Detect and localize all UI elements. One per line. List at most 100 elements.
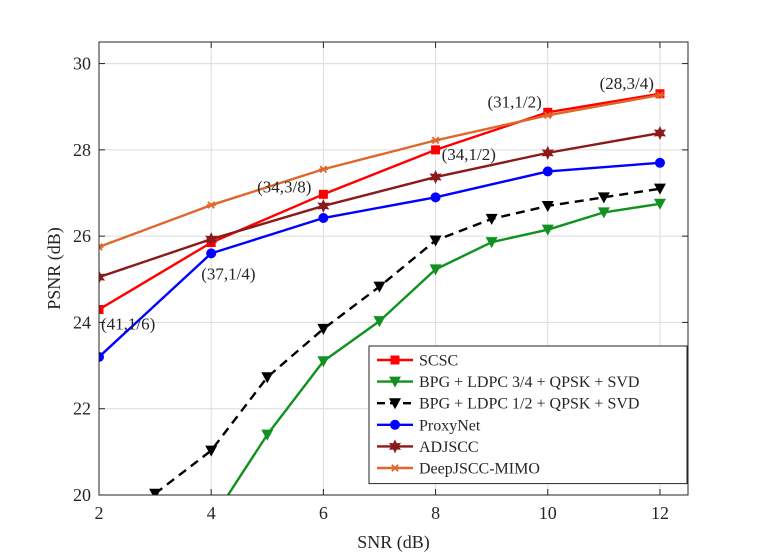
data-point bbox=[597, 192, 610, 204]
plot-frame bbox=[98, 41, 689, 496]
marker-stroke bbox=[99, 245, 103, 251]
data-point bbox=[318, 213, 329, 224]
series-line bbox=[99, 161, 661, 358]
data-point bbox=[429, 264, 442, 276]
data-point bbox=[206, 201, 216, 209]
data-point bbox=[318, 189, 328, 199]
x-tick-label: 4 bbox=[207, 503, 216, 523]
x-tick-label: 6 bbox=[319, 503, 328, 523]
data-point bbox=[655, 91, 665, 99]
data-point bbox=[373, 316, 386, 328]
data-point bbox=[485, 237, 498, 249]
data-point bbox=[542, 166, 553, 177]
legend-entry: ADJSCC bbox=[377, 439, 479, 456]
data-point bbox=[261, 372, 274, 384]
data-point bbox=[541, 224, 554, 236]
data-point bbox=[485, 213, 498, 225]
y-tick-label: 26 bbox=[73, 226, 91, 246]
data-point bbox=[653, 198, 666, 210]
x-tick-label: 12 bbox=[651, 503, 669, 523]
legend-label: DeepJSCC-MIMO bbox=[419, 461, 540, 478]
annotation-label: (31,1/2) bbox=[487, 92, 541, 111]
legend-label: SCSC bbox=[419, 353, 458, 370]
data-point bbox=[373, 281, 386, 293]
legend-marker bbox=[390, 464, 400, 472]
annotation-label: (28,3/4) bbox=[600, 74, 654, 93]
x-tick-label: 10 bbox=[539, 503, 557, 523]
series-3 bbox=[99, 157, 665, 362]
data-point bbox=[318, 165, 328, 174]
data-point bbox=[654, 157, 665, 168]
data-point bbox=[99, 351, 104, 362]
data-point bbox=[653, 126, 667, 141]
data-point bbox=[543, 107, 553, 117]
data-point bbox=[99, 243, 104, 251]
data-point bbox=[317, 323, 330, 335]
legend-entry: BPG + LDPC 1/2 + QPSK + SVD bbox=[377, 396, 639, 413]
data-point bbox=[541, 200, 554, 212]
series-layer bbox=[99, 89, 667, 495]
data-point bbox=[541, 145, 554, 160]
annotation-label: (37,1/4) bbox=[201, 264, 255, 283]
series-line bbox=[154, 187, 661, 495]
data-point bbox=[597, 207, 610, 219]
annotations: (41,1/6) (37,1/4) (34,3/8) (34,1/2) (31,1/2)… bbox=[101, 74, 654, 334]
data-point bbox=[206, 248, 217, 259]
data-point bbox=[429, 235, 442, 247]
data-point bbox=[205, 445, 218, 457]
legend-entry: DeepJSCC-MIMO bbox=[377, 461, 540, 478]
series-line bbox=[99, 131, 661, 279]
annotation-label: (41,1/6) bbox=[101, 314, 155, 333]
legend-label: ProxyNet bbox=[419, 417, 481, 434]
data-point bbox=[317, 198, 330, 213]
data-point bbox=[149, 488, 162, 495]
y-axis-label: PSNR (dB) bbox=[44, 227, 65, 310]
data-point bbox=[655, 89, 665, 99]
data-point bbox=[429, 170, 442, 185]
marker-stroke bbox=[543, 111, 552, 120]
legend-marker bbox=[390, 355, 400, 365]
data-point bbox=[543, 111, 553, 120]
legend: SCSC BPG + LDPC 3/4 + QPSK + SVD BPG + LDP… bbox=[368, 345, 688, 485]
data-point bbox=[431, 145, 441, 155]
marker-stroke bbox=[656, 91, 664, 99]
y-tick-label: 30 bbox=[73, 54, 91, 74]
data-point bbox=[99, 304, 104, 314]
legend-box bbox=[368, 345, 688, 485]
marker-stroke bbox=[431, 136, 440, 145]
data-point bbox=[653, 183, 666, 195]
annotation-label: (34,1/2) bbox=[442, 145, 496, 164]
series-line bbox=[99, 92, 661, 311]
y-tick-label: 24 bbox=[73, 312, 91, 332]
series-4 bbox=[99, 126, 667, 285]
annotation-label: (34,3/8) bbox=[257, 177, 311, 196]
y-tick-label: 20 bbox=[73, 485, 91, 505]
legend-entry: ProxyNet bbox=[377, 417, 481, 434]
marker-stroke bbox=[99, 243, 103, 249]
x-axis-label: SNR (dB) bbox=[357, 532, 430, 553]
data-point bbox=[317, 356, 330, 368]
legend-label: BPG + LDPC 1/2 + QPSK + SVD bbox=[419, 396, 639, 413]
legend-entry: SCSC bbox=[377, 353, 458, 370]
data-point bbox=[431, 136, 441, 145]
y-tick-label: 22 bbox=[73, 399, 91, 419]
data-point bbox=[205, 232, 218, 247]
legend-label: ADJSCC bbox=[419, 439, 479, 456]
legend-marker bbox=[389, 398, 401, 410]
legend-label: BPG + LDPC 3/4 + QPSK + SVD bbox=[419, 374, 639, 391]
series-1 bbox=[227, 198, 666, 495]
x-tick-label: 8 bbox=[431, 503, 440, 523]
data-point bbox=[430, 192, 441, 203]
x-tick-label: 2 bbox=[95, 503, 104, 523]
legend-marker bbox=[389, 376, 401, 388]
y-tick-label: 28 bbox=[73, 140, 91, 160]
marker-stroke bbox=[319, 165, 328, 174]
series-2 bbox=[149, 183, 666, 495]
series-5 bbox=[99, 91, 665, 251]
legend-marker bbox=[388, 439, 402, 454]
legend-entry: BPG + LDPC 3/4 + QPSK + SVD bbox=[377, 374, 639, 391]
marker-stroke bbox=[207, 201, 216, 209]
marker-stroke bbox=[391, 464, 399, 472]
